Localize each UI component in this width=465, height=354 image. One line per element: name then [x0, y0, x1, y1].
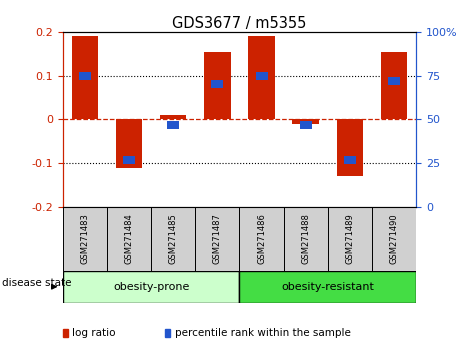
FancyBboxPatch shape — [195, 207, 239, 271]
Text: GSM271485: GSM271485 — [169, 213, 178, 264]
Text: obesity-prone: obesity-prone — [113, 282, 189, 292]
FancyBboxPatch shape — [63, 271, 239, 303]
Text: GSM271489: GSM271489 — [345, 213, 354, 264]
Bar — [248, 36, 275, 120]
Bar — [256, 72, 267, 80]
Bar — [63, 329, 68, 337]
Bar — [165, 329, 170, 337]
Text: disease state: disease state — [2, 278, 72, 288]
Bar — [204, 52, 231, 120]
Title: GDS3677 / m5355: GDS3677 / m5355 — [173, 16, 306, 31]
FancyBboxPatch shape — [107, 207, 151, 271]
Text: GSM271484: GSM271484 — [125, 213, 133, 264]
Text: log ratio: log ratio — [73, 328, 116, 338]
Text: obesity-resistant: obesity-resistant — [281, 282, 374, 292]
Bar — [212, 80, 223, 88]
Bar — [123, 156, 135, 164]
Text: GSM271488: GSM271488 — [301, 213, 310, 264]
FancyBboxPatch shape — [63, 207, 107, 271]
Text: GSM271487: GSM271487 — [213, 213, 222, 264]
FancyBboxPatch shape — [239, 271, 416, 303]
Bar — [381, 52, 407, 120]
FancyBboxPatch shape — [239, 207, 284, 271]
FancyBboxPatch shape — [328, 207, 372, 271]
Text: GSM271486: GSM271486 — [257, 213, 266, 264]
FancyBboxPatch shape — [372, 207, 416, 271]
FancyBboxPatch shape — [284, 207, 328, 271]
Bar — [160, 115, 186, 120]
Text: percentile rank within the sample: percentile rank within the sample — [174, 328, 351, 338]
Bar — [292, 120, 319, 124]
FancyBboxPatch shape — [151, 207, 195, 271]
Bar — [72, 36, 98, 120]
Bar — [300, 121, 312, 129]
Text: GSM271490: GSM271490 — [390, 213, 399, 264]
Bar — [388, 77, 400, 85]
Bar — [337, 120, 363, 176]
Text: GSM271483: GSM271483 — [80, 213, 89, 264]
Bar — [167, 121, 179, 129]
Bar — [116, 120, 142, 168]
Bar — [79, 72, 91, 80]
Bar — [344, 156, 356, 164]
